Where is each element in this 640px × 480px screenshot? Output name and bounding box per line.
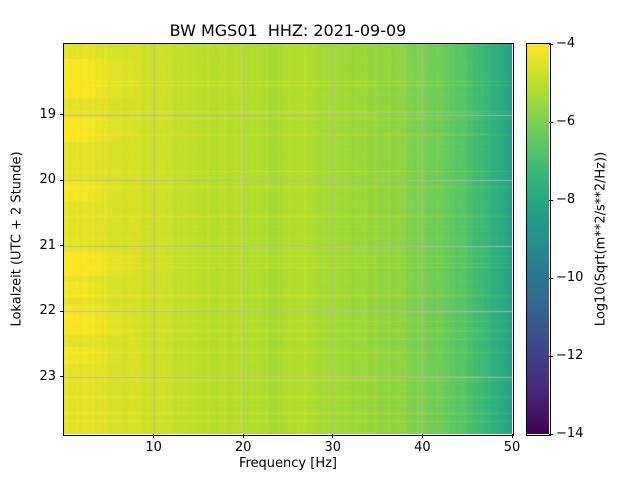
colorbar-tick-label: −6 bbox=[556, 114, 576, 129]
y-tick-mark bbox=[60, 245, 64, 247]
x-tick-label: 50 bbox=[503, 440, 521, 455]
x-tick-label: 20 bbox=[234, 440, 252, 455]
colorbar-tick-mark bbox=[549, 277, 553, 279]
colorbar bbox=[527, 44, 549, 434]
y-tick-mark bbox=[60, 179, 64, 181]
colorbar-tick-mark bbox=[549, 121, 553, 123]
x-tick-mark bbox=[421, 434, 423, 438]
colorbar-tick-label: −4 bbox=[556, 36, 576, 51]
y-tick-label: 21 bbox=[39, 237, 56, 253]
x-tick-mark bbox=[242, 434, 244, 438]
x-tick-mark bbox=[511, 434, 513, 438]
colorbar-tick-label: −12 bbox=[556, 348, 584, 363]
colorbar-tick-mark bbox=[549, 355, 553, 357]
y-tick-mark bbox=[60, 310, 64, 312]
x-tick-mark bbox=[153, 434, 155, 438]
colorbar-tick-mark bbox=[549, 199, 553, 201]
chart-title: BW MGS01 HHZ: 2021-09-09 bbox=[169, 21, 407, 40]
y-tick-label: 19 bbox=[39, 106, 56, 122]
x-axis-label: Frequency [Hz] bbox=[238, 456, 338, 471]
x-tick-label: 30 bbox=[324, 440, 342, 455]
y-tick-mark bbox=[60, 114, 64, 116]
x-tick-label: 40 bbox=[414, 440, 431, 455]
colorbar-tick-mark bbox=[549, 433, 553, 435]
colorbar-tick-label: −8 bbox=[556, 192, 576, 207]
y-tick-label: 20 bbox=[39, 172, 56, 188]
y-tick-label: 23 bbox=[39, 368, 56, 384]
spectrogram-heatmap bbox=[64, 44, 512, 434]
x-tick-label: 10 bbox=[145, 440, 162, 455]
colorbar-tick-label: −10 bbox=[556, 270, 584, 285]
colorbar-label: Log10(Sqrt(m**2/s**2/Hz)) bbox=[593, 151, 609, 327]
y-tick-label: 22 bbox=[39, 303, 56, 319]
y-tick-mark bbox=[60, 376, 64, 378]
colorbar-tick-label: −14 bbox=[556, 426, 584, 441]
colorbar-tick-mark bbox=[549, 43, 553, 45]
x-tick-mark bbox=[332, 434, 334, 438]
